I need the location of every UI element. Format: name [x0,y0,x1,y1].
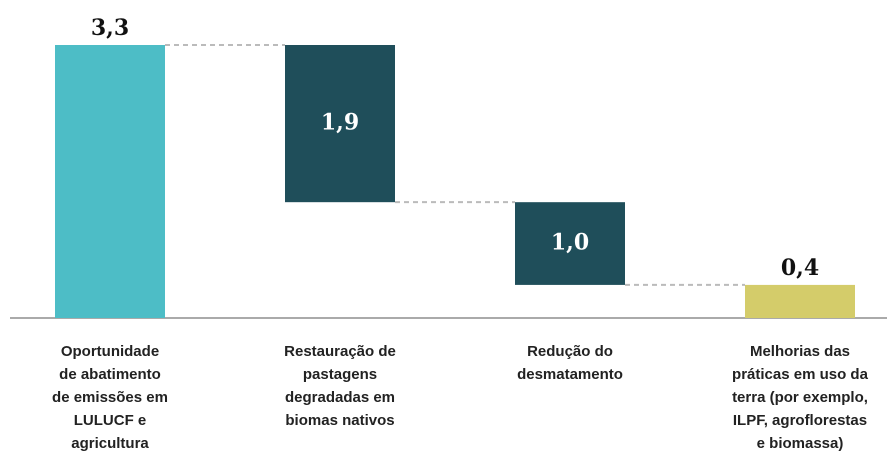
value-label: 3,3 [91,15,129,41]
bar [515,202,625,285]
value-label: 0,4 [781,255,819,281]
bar [285,45,395,203]
category-label: Melhorias das práticas em uso da terra (… [732,343,868,452]
value-label: 1,0 [551,230,589,256]
category-label: Restauração de pastagens degradadas em b… [284,343,396,429]
category-label: Oportunidade de abatimento de emissões e… [52,343,168,452]
bar [55,45,165,318]
category-label: Redução do desmatamento [517,343,623,383]
value-label: 1,9 [321,110,359,136]
bar [745,284,855,318]
